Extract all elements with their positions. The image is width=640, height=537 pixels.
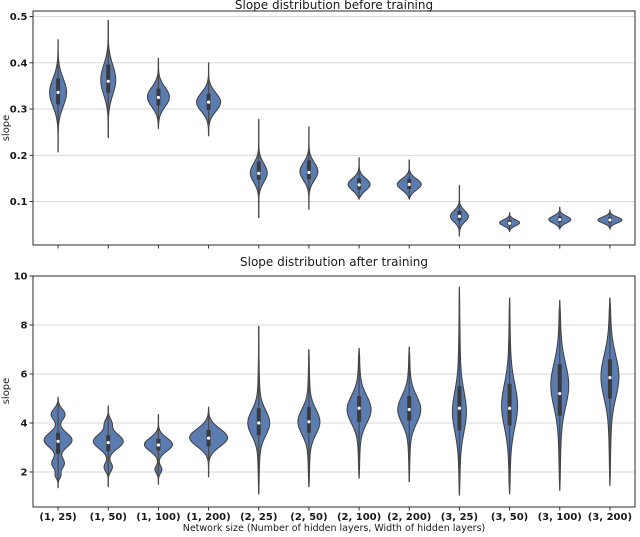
plot-area-after: 2 4 6 8 10 (1, 25) (1, 50) (1, 100) (1, 200) (2, … <box>14 272 636 523</box>
violin-median-dot <box>457 406 462 410</box>
panel-title-after: Slope distribution after training <box>240 255 428 269</box>
y-tick-label: 0.5 <box>10 12 28 23</box>
violin-median-dot <box>357 183 361 187</box>
violin-panel-before-training: 0.1 0.2 0.3 0.4 0.5 Slope distribution befor… <box>1 0 636 249</box>
x-tick-label: (2, 100) <box>337 512 381 523</box>
x-axis-label: Network size (Number of hidden layers, W… <box>183 523 486 534</box>
y-axis-label-before: slope <box>1 115 12 142</box>
panel-title-before: Slope distribution before training <box>235 0 433 12</box>
x-tick-label: (1, 100) <box>136 512 180 523</box>
violin-median-dot <box>608 218 612 222</box>
x-tick-label: (1, 25) <box>39 512 76 523</box>
y-tick-label: 8 <box>21 320 28 331</box>
x-tick-label: (3, 100) <box>538 512 582 523</box>
x-tick-label: (3, 50) <box>491 512 528 523</box>
x-tick-label: (2, 25) <box>240 512 277 523</box>
violin-median-dot <box>156 95 161 100</box>
violin-median-dot <box>407 182 411 187</box>
y-tick-label: 0.1 <box>10 197 28 208</box>
violin-median-dot <box>206 436 211 440</box>
violin-median-dot <box>608 376 612 380</box>
y-tick-label: 0.4 <box>10 58 28 69</box>
x-tick-label: (1, 200) <box>186 512 230 523</box>
y-tick-label: 0.3 <box>10 105 28 116</box>
x-tick-label: (3, 25) <box>441 512 478 523</box>
violin-median-dot <box>357 406 361 410</box>
violin-median-dot <box>407 407 411 412</box>
violin-median-dot <box>257 171 261 175</box>
y-axis-label-after: slope <box>1 378 12 405</box>
violin-median-dot <box>156 443 161 447</box>
axes-frame <box>32 275 636 508</box>
axes-frame <box>32 10 636 246</box>
violin-median-dot <box>507 221 512 225</box>
violin-median-dot <box>307 420 311 424</box>
x-tick-label: (1, 50) <box>90 512 127 523</box>
y-tick-label: 6 <box>21 369 28 380</box>
violin-median-dot <box>307 170 311 174</box>
violin-median-dot <box>106 79 110 83</box>
violin-median-dot <box>56 90 60 94</box>
x-tick-label: (2, 50) <box>290 512 327 523</box>
y-tick-label: 2 <box>21 467 28 478</box>
violin-median-dot <box>558 217 562 222</box>
x-tick-label: (3, 200) <box>588 512 632 523</box>
violin-median-dot <box>558 391 562 396</box>
plot-area-before: 0.1 0.2 0.3 0.4 0.5 <box>10 10 636 249</box>
violin-median-dot <box>257 421 261 425</box>
violin-median-dot <box>106 440 110 445</box>
violin-median-dot <box>507 406 512 410</box>
y-tick-label: 4 <box>21 418 28 429</box>
violin-median-dot <box>56 439 60 443</box>
violin-median-dot <box>457 214 462 218</box>
x-tick-label: (2, 200) <box>387 512 431 523</box>
y-tick-label: 10 <box>14 272 28 283</box>
violin-median-dot <box>206 100 211 104</box>
violin-panel-after-training: 2 4 6 8 10 (1, 25) (1, 50) (1, 100) (1, 200) (2, … <box>1 255 636 534</box>
y-tick-label: 0.2 <box>10 151 28 162</box>
